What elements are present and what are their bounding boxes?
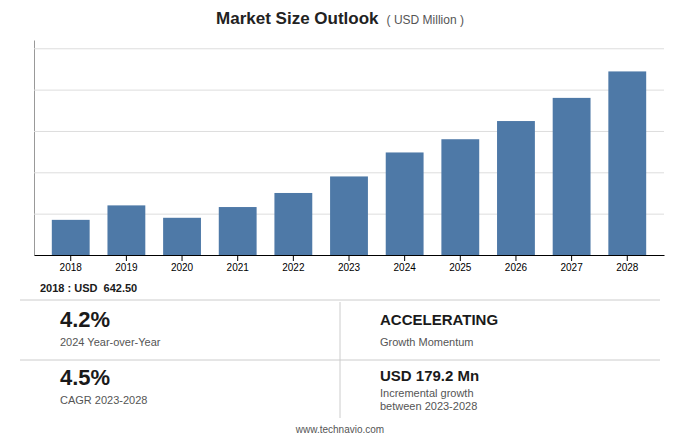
x-tick-label: 2028	[616, 262, 639, 273]
x-tick: 2024	[394, 255, 417, 273]
bar	[219, 207, 257, 255]
x-tick-label: 2026	[505, 262, 528, 273]
annotation: Growth Momentum	[380, 336, 474, 348]
x-tick-label: 2027	[560, 262, 583, 273]
annotation: CAGR 2023-2028	[60, 394, 147, 406]
annotation: ACCELERATING	[380, 311, 498, 328]
x-tick-label: 2019	[115, 262, 138, 273]
x-tick-label: 2023	[338, 262, 361, 273]
x-tick-label: 2020	[171, 262, 194, 273]
title: Market Size Outlook	[216, 9, 379, 28]
annotation-line: between 2023-2028	[380, 400, 477, 412]
annotation: 4.2%	[60, 307, 110, 332]
x-tick: 2019	[115, 255, 138, 273]
x-tick: 2025	[449, 255, 472, 273]
tick-mark	[70, 255, 71, 261]
bar	[386, 152, 424, 255]
tick-mark	[627, 255, 628, 261]
tick-mark	[293, 255, 294, 261]
tick-mark	[182, 255, 183, 261]
bar	[441, 139, 479, 255]
annotations: 2018 : USD 642.50 4.2% 2024 Year-over-Year…	[40, 282, 498, 435]
annotation: 2024 Year-over-Year	[60, 336, 161, 348]
tick-mark	[571, 255, 572, 261]
x-tick-label: 2018	[60, 262, 83, 273]
x-tick: 2023	[338, 255, 361, 273]
subtitle: ( USD Million )	[387, 13, 464, 27]
bar	[52, 220, 90, 255]
grid-line	[34, 90, 664, 91]
chart-svg: Market Size Outlook( USD Million )201820…	[0, 0, 680, 440]
annotation-line: Incremental growth	[380, 387, 474, 399]
divider	[340, 302, 341, 418]
bar	[330, 176, 368, 255]
tick-mark	[515, 255, 516, 261]
x-axis: 2018 2019 2020 2021 2022 2023 2024 2025 2026 2027…	[35, 255, 665, 273]
bar	[163, 218, 201, 255]
annotation: 2018 : USD 642.50	[40, 282, 137, 294]
x-tick: 2020	[171, 255, 194, 273]
y-axis-line	[34, 41, 35, 256]
dividers	[20, 300, 660, 418]
x-tick: 2021	[227, 255, 250, 273]
y-tick	[34, 48, 664, 49]
annotation: Incremental growthbetween 2023-2028	[380, 387, 477, 412]
grid-line	[34, 48, 664, 49]
title-group: Market Size Outlook ( USD Million )	[216, 9, 464, 28]
annotation: www.technavio.com	[295, 424, 384, 435]
bar	[553, 98, 591, 255]
tick-mark	[349, 255, 350, 261]
x-tick-label: 2025	[449, 262, 472, 273]
x-tick-label: 2022	[282, 262, 305, 273]
y-tick	[34, 90, 664, 91]
x-tick: 2022	[282, 255, 305, 273]
annotation: 4.5%	[60, 365, 110, 390]
tick-mark	[126, 255, 127, 261]
x-tick-label: 2024	[394, 262, 417, 273]
bar	[497, 121, 535, 255]
tick-mark	[237, 255, 238, 261]
bar	[274, 193, 312, 255]
x-tick: 2026	[505, 255, 528, 273]
x-tick: 2018	[60, 255, 83, 273]
divider	[20, 300, 660, 301]
bar	[608, 71, 646, 255]
x-tick: 2028	[616, 255, 639, 273]
x-tick: 2027	[560, 255, 583, 273]
tick-mark	[460, 255, 461, 261]
x-tick-label: 2021	[227, 262, 250, 273]
tick-mark	[404, 255, 405, 261]
bar	[107, 205, 145, 255]
annotation: USD 179.2 Mn	[380, 367, 479, 384]
bars	[52, 71, 646, 255]
